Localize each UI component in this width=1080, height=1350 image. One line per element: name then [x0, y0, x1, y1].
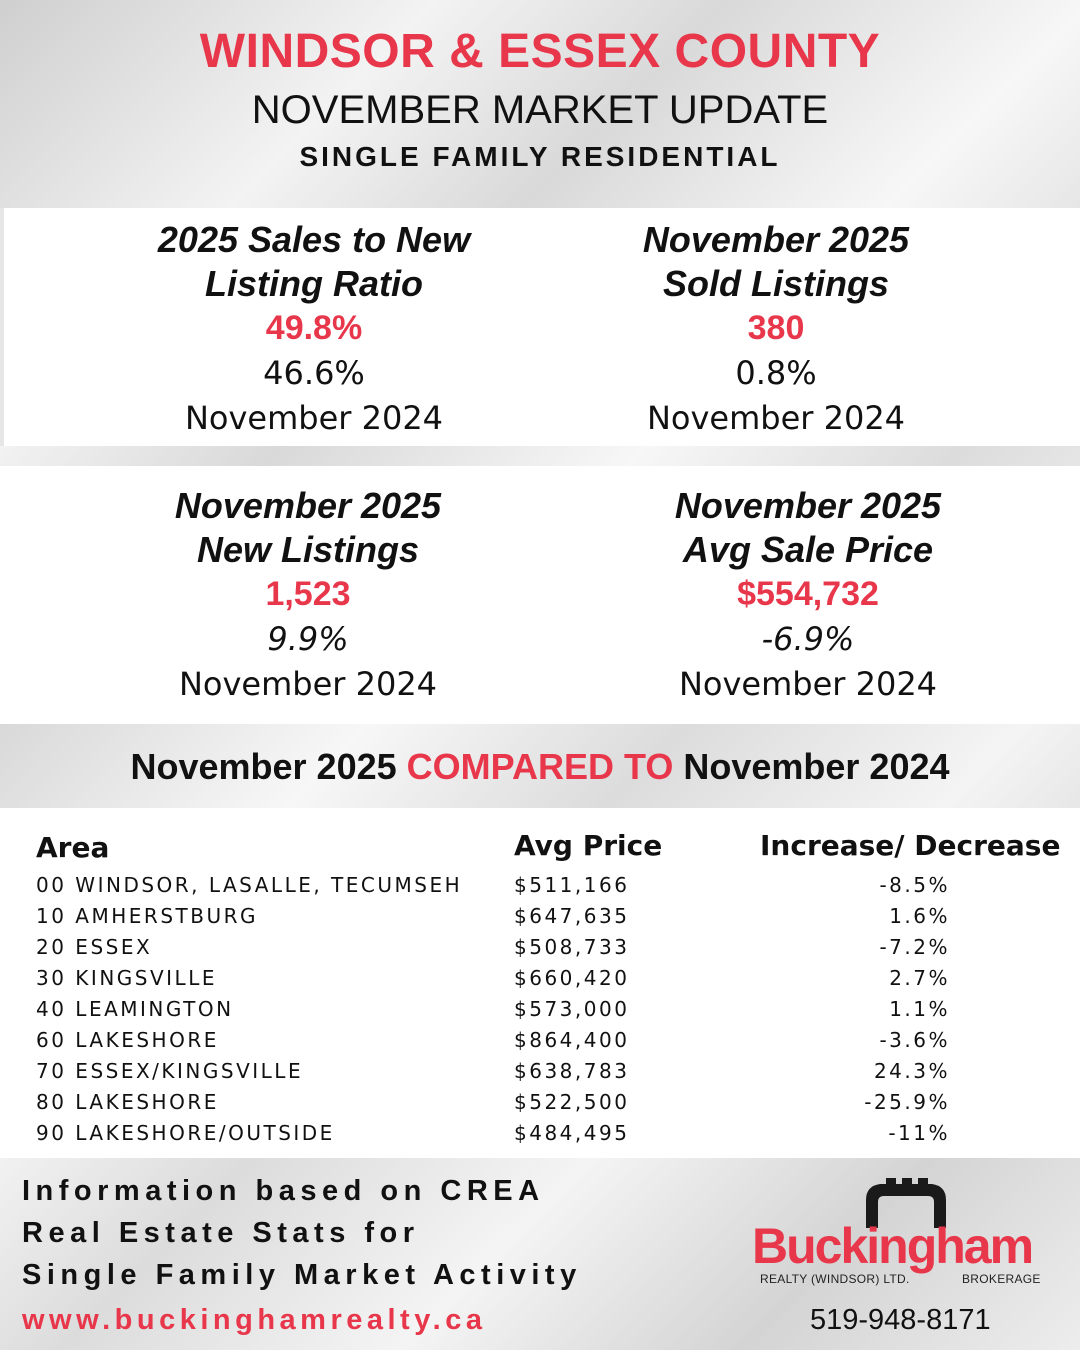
footer-info: Information based on CREA Real Estate St… — [22, 1170, 582, 1296]
compare-heading: November 2025 COMPARED TO November 2024 — [0, 742, 1080, 792]
stat-change: -6.9% — [761, 620, 855, 658]
cell-price: $484,495 — [514, 1121, 630, 1145]
table-row: 00 WINDSOR, LASALLE, TECUMSEH $511,166 -… — [0, 870, 1080, 901]
stat-title-line: November 2025 — [674, 485, 942, 526]
stats-panel-top: 2025 Sales to New Listing Ratio 49.8% 46… — [0, 208, 1080, 446]
stat-value: $554,732 — [737, 575, 879, 613]
cell-price: $864,400 — [514, 1028, 630, 1052]
cell-price: $508,733 — [514, 935, 630, 959]
cell-area: 10 AMHERSTBURG — [36, 904, 258, 928]
compare-right: November 2024 — [683, 746, 950, 787]
cell-change: -25.9% — [864, 1090, 950, 1114]
footer-info-line: Real Estate Stats for — [22, 1217, 420, 1249]
page-title: WINDSOR & ESSEX COUNTY — [199, 25, 881, 78]
cell-area: 80 LAKESHORE — [36, 1090, 219, 1114]
cell-area: 60 LAKESHORE — [36, 1028, 219, 1052]
column-header-area: Area — [36, 831, 110, 864]
stat-avg-sale-price: November 2025 Avg Sale Price $554,732 -6… — [598, 484, 1018, 706]
stat-new-listings: November 2025 New Listings 1,523 9.9% No… — [98, 484, 518, 706]
cell-price: $660,420 — [514, 966, 630, 990]
table-row: 80 LAKESHORE $522,500 -25.9% — [0, 1087, 1080, 1118]
cell-change: -3.6% — [879, 1028, 950, 1052]
cell-price: $647,635 — [514, 904, 630, 928]
stat-title-line: November 2025 — [642, 219, 910, 260]
stat-sold-listings: November 2025 Sold Listings 380 0.8% Nov… — [566, 218, 986, 440]
stat-value: 1,523 — [265, 575, 351, 613]
cell-price: $522,500 — [514, 1090, 630, 1114]
stat-value: 380 — [747, 309, 805, 347]
cell-price: $511,166 — [514, 873, 630, 897]
stat-period: November 2024 — [184, 399, 444, 437]
footer-info-line: Single Family Market Activity — [22, 1259, 582, 1291]
stat-title-line: Listing Ratio — [205, 263, 423, 304]
footer-info-line: Information based on CREA — [22, 1175, 545, 1207]
stat-period: November 2024 — [646, 399, 906, 437]
cell-change: -7.2% — [879, 935, 950, 959]
stat-period: November 2024 — [178, 665, 438, 703]
table-row: 10 AMHERSTBURG $647,635 1.6% — [0, 901, 1080, 932]
compare-middle: COMPARED TO — [406, 746, 674, 787]
cell-price: $573,000 — [514, 997, 630, 1021]
header: WINDSOR & ESSEX COUNTY NOVEMBER MARKET U… — [0, 24, 1080, 174]
cell-change: 24.3% — [873, 1059, 950, 1083]
compare-left: November 2025 — [130, 746, 397, 787]
stat-period: November 2024 — [678, 665, 938, 703]
cell-change: -11% — [888, 1121, 950, 1145]
area-table: Area Avg Price Increase/ Decrease 00 WIN… — [0, 808, 1080, 1158]
stat-change: 46.6% — [263, 354, 365, 392]
column-header-change: Increase/ Decrease — [760, 829, 1061, 862]
stat-value: 49.8% — [265, 309, 363, 347]
castle-tower-icon — [866, 1178, 946, 1228]
cell-change: -8.5% — [879, 873, 950, 897]
page-subtitle: NOVEMBER MARKET UPDATE — [251, 88, 829, 132]
cell-change: 1.1% — [889, 997, 950, 1021]
stats-panel-bottom: November 2025 New Listings 1,523 9.9% No… — [0, 466, 1080, 724]
stat-change: 9.9% — [267, 620, 349, 658]
phone-number[interactable]: 519-948-8171 — [810, 1304, 991, 1336]
logo-tagline-brokerage: BROKERAGE — [962, 1272, 1041, 1286]
stat-title: November 2025 Sold Listings — [566, 218, 986, 306]
table-row: 70 ESSEX/KINGSVILLE $638,783 24.3% — [0, 1056, 1080, 1087]
table-row: 20 ESSEX $508,733 -7.2% — [0, 932, 1080, 963]
stat-sales-ratio: 2025 Sales to New Listing Ratio 49.8% 46… — [104, 218, 524, 440]
stat-title: 2025 Sales to New Listing Ratio — [104, 218, 524, 306]
stat-title-line: Avg Sale Price — [682, 529, 934, 570]
stat-title-line: November 2025 — [174, 485, 442, 526]
cell-area: 00 WINDSOR, LASALLE, TECUMSEH — [36, 873, 463, 897]
cell-area: 40 LEAMINGTON — [36, 997, 234, 1021]
logo-wordmark: Buckingham — [752, 1218, 1034, 1274]
cell-change: 2.7% — [889, 966, 950, 990]
stat-title-line: New Listings — [196, 529, 420, 570]
stat-change: 0.8% — [735, 354, 817, 392]
cell-area: 90 LAKESHORE/OUTSIDE — [36, 1121, 335, 1145]
cell-change: 1.6% — [889, 904, 950, 928]
stat-title: November 2025 Avg Sale Price — [598, 484, 1018, 572]
cell-area: 30 KINGSVILLE — [36, 966, 217, 990]
brokerage-logo: Buckingham REALTY (WINDSOR) LTD. BROKERA… — [752, 1176, 1072, 1296]
cell-area: 20 ESSEX — [36, 935, 153, 959]
cell-price: $638,783 — [514, 1059, 630, 1083]
stat-title-line: 2025 Sales to New — [157, 219, 471, 260]
table-row: 40 LEAMINGTON $573,000 1.1% — [0, 994, 1080, 1025]
table-row: 30 KINGSVILLE $660,420 2.7% — [0, 963, 1080, 994]
cell-area: 70 ESSEX/KINGSVILLE — [36, 1059, 304, 1083]
table-row: 90 LAKESHORE/OUTSIDE $484,495 -11% — [0, 1118, 1080, 1149]
stat-title: November 2025 New Listings — [98, 484, 518, 572]
page-category: SINGLE FAMILY RESIDENTIAL — [299, 141, 781, 172]
stat-title-line: Sold Listings — [662, 263, 889, 304]
website-link[interactable]: www.buckinghamrealty.ca — [22, 1304, 487, 1336]
table-row: 60 LAKESHORE $864,400 -3.6% — [0, 1025, 1080, 1056]
logo-tagline: REALTY (WINDSOR) LTD. — [760, 1272, 910, 1286]
column-header-price: Avg Price — [514, 829, 663, 862]
